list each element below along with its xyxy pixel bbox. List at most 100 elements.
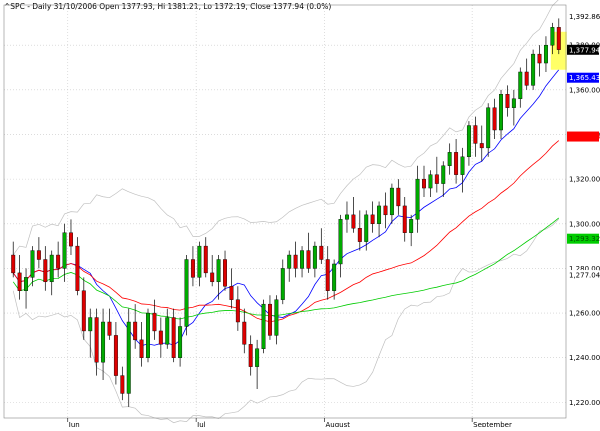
candle-body xyxy=(216,259,221,283)
candle-body xyxy=(396,187,401,207)
price-label-text: 1,277.04 xyxy=(569,272,600,280)
candle-body xyxy=(338,219,343,265)
candle-body xyxy=(389,187,394,216)
price-label-bg xyxy=(567,270,599,281)
candle-body xyxy=(441,165,446,184)
candle-body xyxy=(364,214,369,242)
price-label-text: 1,293.32 xyxy=(569,235,600,243)
bollinger-band xyxy=(12,218,560,424)
candle-body xyxy=(332,263,337,291)
price-label-text: 1,339.08 xyxy=(569,133,600,141)
candle-body xyxy=(242,321,247,345)
candle-body xyxy=(197,245,202,278)
moving-averages xyxy=(12,69,560,347)
candle-body xyxy=(56,254,61,269)
candle-body xyxy=(454,152,459,175)
y-tick-label: 1,220.000 xyxy=(569,399,600,407)
candle-body xyxy=(152,312,157,332)
candle-body xyxy=(325,259,330,291)
candle-body xyxy=(235,299,240,323)
y-tick-label: 1,320.000 xyxy=(569,176,600,184)
candle-body xyxy=(473,125,478,144)
candle-body xyxy=(120,375,125,394)
candle-body xyxy=(11,254,16,274)
candle-body xyxy=(267,303,272,336)
candle-body xyxy=(466,125,471,158)
candle-body xyxy=(107,321,112,336)
candle-body xyxy=(126,321,131,394)
candle-body xyxy=(383,205,388,216)
candle-body xyxy=(402,205,407,233)
ma-short-line xyxy=(12,69,560,347)
x-tick-label: Jun xyxy=(68,421,80,427)
candle-body xyxy=(146,312,150,358)
candle-body xyxy=(531,53,536,86)
candle-body xyxy=(319,245,324,260)
candle-body xyxy=(377,205,382,224)
candle-body xyxy=(210,272,215,283)
price-label-bg xyxy=(567,131,599,142)
x-tick-label: September xyxy=(473,421,512,427)
candle-body xyxy=(113,335,118,376)
candle-body xyxy=(511,98,516,108)
bollinger-band xyxy=(12,0,559,256)
candle-body xyxy=(287,254,292,269)
candle-body xyxy=(556,27,561,50)
candle-body xyxy=(486,107,491,149)
price-label-bg xyxy=(567,11,599,22)
candle-body xyxy=(499,94,503,131)
y-tick-label: 1,260.000 xyxy=(569,310,600,318)
plot-frame xyxy=(3,4,567,419)
candle-body xyxy=(357,228,362,242)
candle-body xyxy=(434,174,439,184)
candle-body xyxy=(293,254,298,269)
price-label-bg xyxy=(567,44,599,55)
candle-body xyxy=(261,303,266,349)
bollinger-bands xyxy=(12,0,560,424)
candle-body xyxy=(306,250,311,269)
candle-body xyxy=(81,290,86,332)
candle-body xyxy=(415,178,420,220)
candle-body xyxy=(184,259,189,327)
chart-title: ^SPC - Daily 31/10/2006 Open 1377.93, Hi… xyxy=(4,2,331,11)
y-tick-label: 1,360.000 xyxy=(569,86,600,94)
candle-body xyxy=(460,156,465,175)
candle-body xyxy=(479,143,484,149)
candles xyxy=(11,18,567,407)
candle-body xyxy=(280,268,285,300)
candle-body xyxy=(43,259,48,283)
y-tick-label: 1,240.000 xyxy=(569,354,600,362)
candle-body xyxy=(518,71,523,99)
candle-body xyxy=(524,71,529,86)
candle-body xyxy=(312,245,317,269)
candle-body xyxy=(428,174,433,189)
price-label-text: 1,392.86 xyxy=(569,13,600,21)
candle-body xyxy=(203,245,208,274)
candle-body xyxy=(229,286,234,300)
price-label-bg xyxy=(567,233,599,244)
y-tick-label: 1,280.000 xyxy=(569,265,600,273)
price-labels: 1,392.86 1,377.94 1,365.43 1,339.08 1,293.32… xyxy=(567,11,600,281)
candle-body xyxy=(17,272,22,291)
candle-body xyxy=(171,317,176,358)
price-label-bg xyxy=(567,72,599,83)
candle-body xyxy=(139,339,144,358)
candle-body xyxy=(543,44,548,64)
candle-body xyxy=(190,259,195,278)
candle-body xyxy=(447,152,452,166)
candle-body xyxy=(94,317,99,363)
candle-body xyxy=(550,27,555,46)
candle-body xyxy=(505,94,510,108)
candle-body xyxy=(30,250,35,278)
price-label-text: 1,377.94 xyxy=(569,46,600,54)
candle-body xyxy=(133,321,138,341)
candle-body xyxy=(88,317,93,332)
candle-body xyxy=(255,348,260,367)
candle-body xyxy=(36,250,41,260)
candle-body xyxy=(537,53,542,64)
candle-body xyxy=(24,277,29,291)
candle-body xyxy=(422,178,426,189)
